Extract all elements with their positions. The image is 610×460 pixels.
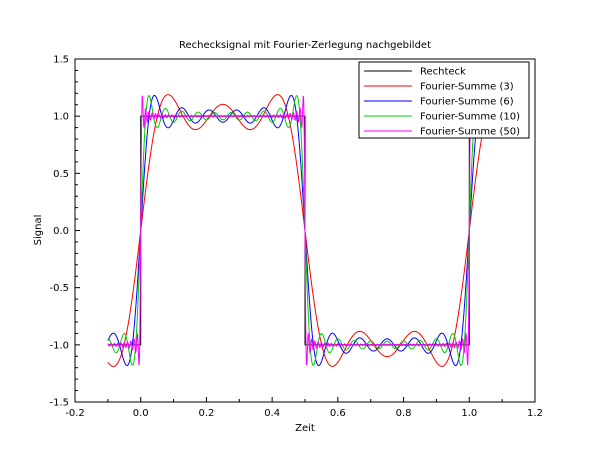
- y-tick-label: 1.5: [53, 55, 69, 66]
- y-tick-label: -1.0: [49, 340, 69, 351]
- x-tick-label: -0.2: [65, 408, 85, 419]
- legend-label: Rechteck: [420, 67, 466, 78]
- y-tick-label: -0.5: [49, 283, 69, 294]
- x-tick-label: 0.2: [198, 408, 214, 419]
- legend: Rechteck Fourier-Summe (3) Fourier-Summe (…: [358, 61, 530, 139]
- x-axis-ticks: -0.2 0.0 0.2 0.4 0.6 0.8 1.0 1.2: [65, 397, 543, 419]
- y-tick-label: 1.0: [53, 112, 69, 123]
- y-tick-label: -1.5: [49, 398, 69, 409]
- legend-label: Fourier-Summe (50): [420, 127, 520, 138]
- x-tick-label: 0.6: [330, 408, 346, 419]
- legend-label: Fourier-Summe (6): [420, 97, 514, 108]
- y-tick-label: 0.0: [53, 226, 69, 237]
- x-tick-label: 0.8: [396, 408, 412, 419]
- x-tick-label: 1.2: [527, 408, 543, 419]
- y-axis-label: Signal: [33, 215, 44, 246]
- y-axis-ticks: 1.5 1.0 0.5 0.0 -0.5 -1.0 -1.5: [49, 55, 80, 409]
- x-axis-label: Zeit: [295, 423, 315, 434]
- legend-label: Fourier-Summe (3): [420, 82, 514, 93]
- legend-frame: [358, 61, 530, 139]
- x-tick-label: 0.0: [133, 408, 149, 419]
- x-tick-label: 1.0: [461, 408, 477, 419]
- chart-title: Rechecksignal mit Fourier-Zerlegung nach…: [179, 40, 431, 51]
- y-tick-label: 0.5: [53, 169, 69, 180]
- x-tick-label: 0.4: [264, 408, 280, 419]
- series-line-4: [107, 95, 503, 366]
- legend-label: Fourier-Summe (10): [420, 112, 520, 123]
- series-layer: [107, 94, 503, 367]
